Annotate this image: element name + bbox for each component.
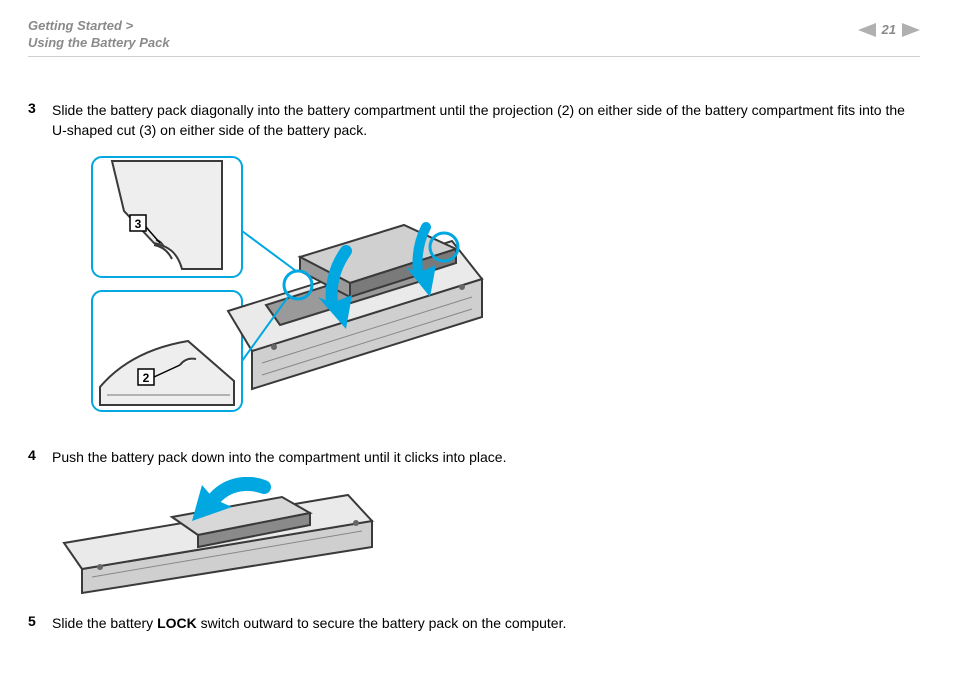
figure-battery-press [52, 477, 926, 597]
page-header: Getting Started > Using the Battery Pack [28, 18, 926, 50]
step-text: Slide the battery pack diagonally into t… [52, 100, 926, 141]
step-5-pre: Slide the battery [52, 615, 157, 631]
callout-2-label: 2 [143, 371, 150, 385]
prev-page-icon[interactable] [858, 23, 876, 37]
step-5-post: switch outward to secure the battery pac… [197, 615, 567, 631]
figure-battery-insert: 3 2 [52, 151, 926, 431]
step-5: 5 Slide the battery LOCK switch outward … [28, 613, 926, 633]
header-divider [28, 56, 920, 57]
next-page-icon[interactable] [902, 23, 920, 37]
callout-3-label: 3 [135, 217, 142, 231]
step-3: 3 Slide the battery pack diagonally into… [28, 100, 926, 141]
breadcrumb-line-1: Getting Started > [28, 18, 926, 33]
step-number: 5 [28, 613, 52, 629]
page: Getting Started > Using the Battery Pack… [0, 0, 954, 674]
breadcrumb-line-2: Using the Battery Pack [28, 35, 926, 50]
step-text: Push the battery pack down into the comp… [52, 447, 526, 467]
step-text: Slide the battery LOCK switch outward to… [52, 613, 586, 633]
step-4: 4 Push the battery pack down into the co… [28, 447, 926, 467]
step-number: 3 [28, 100, 52, 116]
content-area: 3 Slide the battery pack diagonally into… [28, 100, 926, 639]
step-number: 4 [28, 447, 52, 463]
page-nav: 21 [858, 22, 920, 37]
step-5-bold: LOCK [157, 615, 197, 631]
page-number: 21 [882, 22, 896, 37]
